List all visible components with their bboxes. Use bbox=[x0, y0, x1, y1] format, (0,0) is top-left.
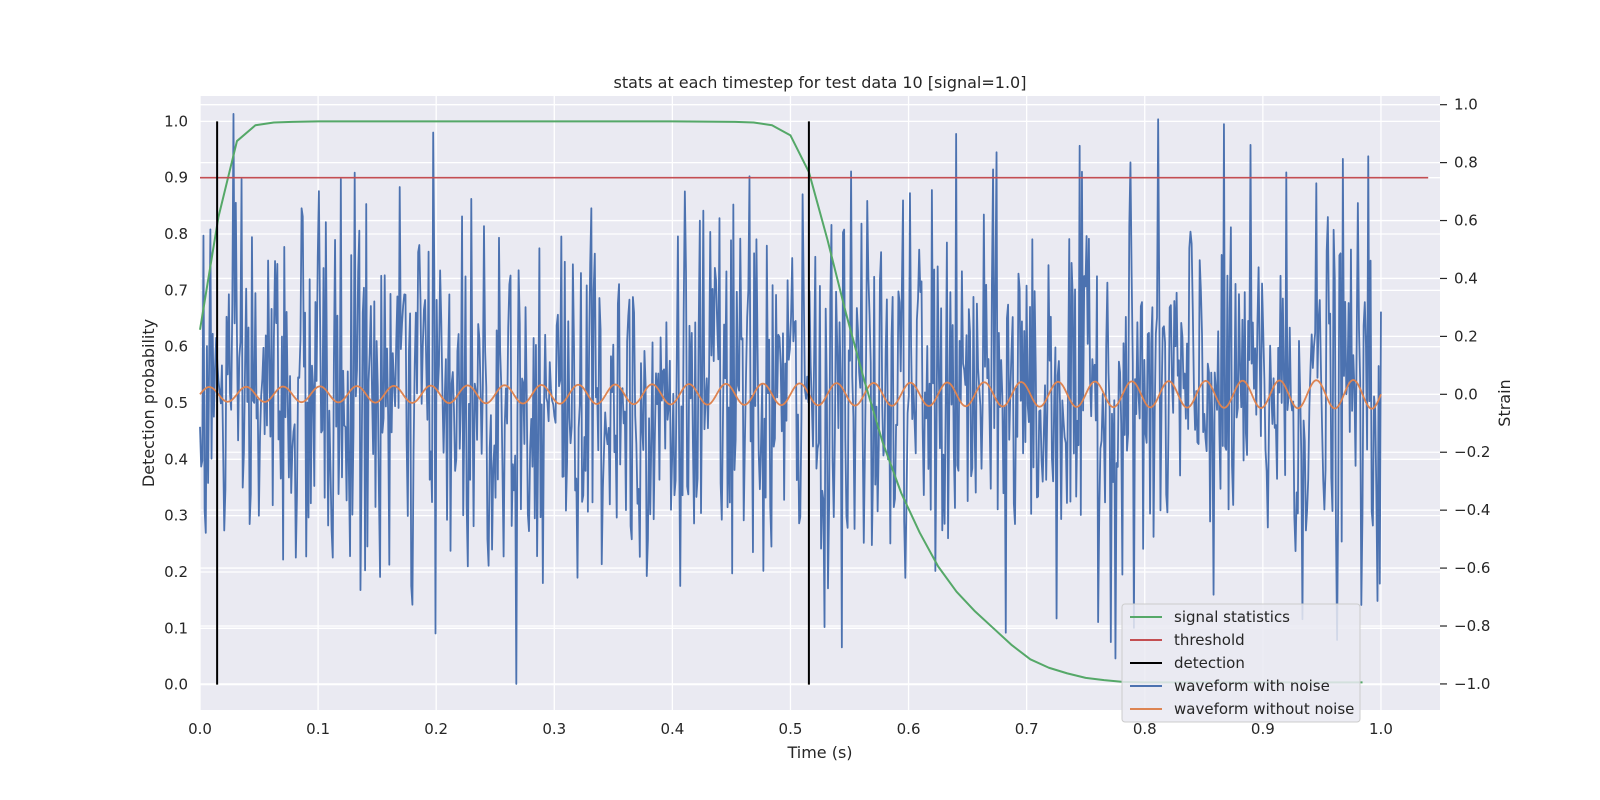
y-tick-label: 0.8 bbox=[164, 225, 188, 243]
legend-label-threshold: threshold bbox=[1174, 631, 1245, 649]
y-tick-label: 1.0 bbox=[164, 112, 188, 130]
y-tick-label: 0.6 bbox=[164, 338, 188, 356]
y-right-tick-label: −1.0 bbox=[1454, 675, 1490, 693]
legend-label-signal-statistics: signal statistics bbox=[1174, 608, 1290, 626]
x-tick-label: 0.1 bbox=[306, 720, 330, 738]
x-tick-label: 1.0 bbox=[1369, 720, 1393, 738]
y-tick-label: 0.1 bbox=[164, 619, 188, 637]
legend-label-waveform-with-noise: waveform with noise bbox=[1174, 677, 1330, 695]
y-tick-label: 0.3 bbox=[164, 507, 188, 525]
y-axis-label: Detection probability bbox=[139, 319, 158, 487]
series-layer bbox=[199, 113, 1429, 685]
y-right-tick-label: 0.4 bbox=[1454, 269, 1478, 287]
y-tick-label: 0.5 bbox=[164, 394, 188, 412]
legend-label-detection: detection bbox=[1174, 654, 1245, 672]
legend-box bbox=[1121, 603, 1361, 723]
legend-label-waveform-without-noise: waveform without noise bbox=[1174, 700, 1354, 718]
y-right-tick-label: 0.0 bbox=[1454, 385, 1478, 403]
x-tick-label: 0.4 bbox=[660, 720, 684, 738]
series-waveform-without-noise bbox=[199, 379, 1382, 410]
y-right-tick-label: −0.6 bbox=[1454, 559, 1490, 577]
x-tick-label: 0.7 bbox=[1015, 720, 1039, 738]
series-signal-statistics bbox=[199, 120, 1363, 684]
x-tick-label: 0.0 bbox=[188, 720, 212, 738]
y-tick-label: 0.2 bbox=[164, 563, 188, 581]
x-axis-label: Time (s) bbox=[786, 743, 852, 762]
y-tick-label: 0.0 bbox=[164, 676, 188, 694]
y-right-tick-label: −0.4 bbox=[1454, 501, 1490, 519]
legend: signal statistics threshold detection wa… bbox=[1121, 603, 1361, 723]
y-right-tick-label: −0.2 bbox=[1454, 443, 1490, 461]
y-right-tick-label: −0.8 bbox=[1454, 617, 1490, 635]
y-tick-label: 0.4 bbox=[164, 450, 188, 468]
y-right-tick-label: 1.0 bbox=[1454, 96, 1478, 114]
x-tick-label: 0.5 bbox=[779, 720, 803, 738]
x-tick-label: 0.6 bbox=[897, 720, 921, 738]
y-right-tick-label: 0.2 bbox=[1454, 327, 1478, 345]
x-tick-label: 0.3 bbox=[542, 720, 566, 738]
series-waveform-with-noise bbox=[199, 113, 1382, 685]
y-right-tick-label: 0.6 bbox=[1454, 212, 1478, 230]
x-axis-ticks: 0.0 0.1 0.2 0.3 0.4 0.5 0.6 0.7 0.8 0.9 1.0 bbox=[188, 720, 1393, 738]
y-tick-label: 0.7 bbox=[164, 281, 188, 299]
x-tick-label: 0.9 bbox=[1251, 720, 1275, 738]
y-right-axis-label: Strain bbox=[1495, 379, 1514, 426]
y-right-axis-ticks: 1.0 0.8 0.6 0.4 0.2 0.0 −0.2 −0.4 −0.6 −0.8 −1.0 bbox=[1440, 96, 1490, 693]
y-axis-ticks: 0.0 0.1 0.2 0.3 0.4 0.5 0.6 0.7 0.8 0.9 1.0 bbox=[164, 112, 188, 693]
y-tick-label: 0.9 bbox=[164, 169, 188, 187]
y-right-tick-label: 0.8 bbox=[1454, 154, 1478, 172]
x-tick-label: 0.8 bbox=[1133, 720, 1157, 738]
chart-title: stats at each timestep for test data 10 … bbox=[614, 73, 1027, 92]
x-tick-label: 0.2 bbox=[424, 720, 448, 738]
